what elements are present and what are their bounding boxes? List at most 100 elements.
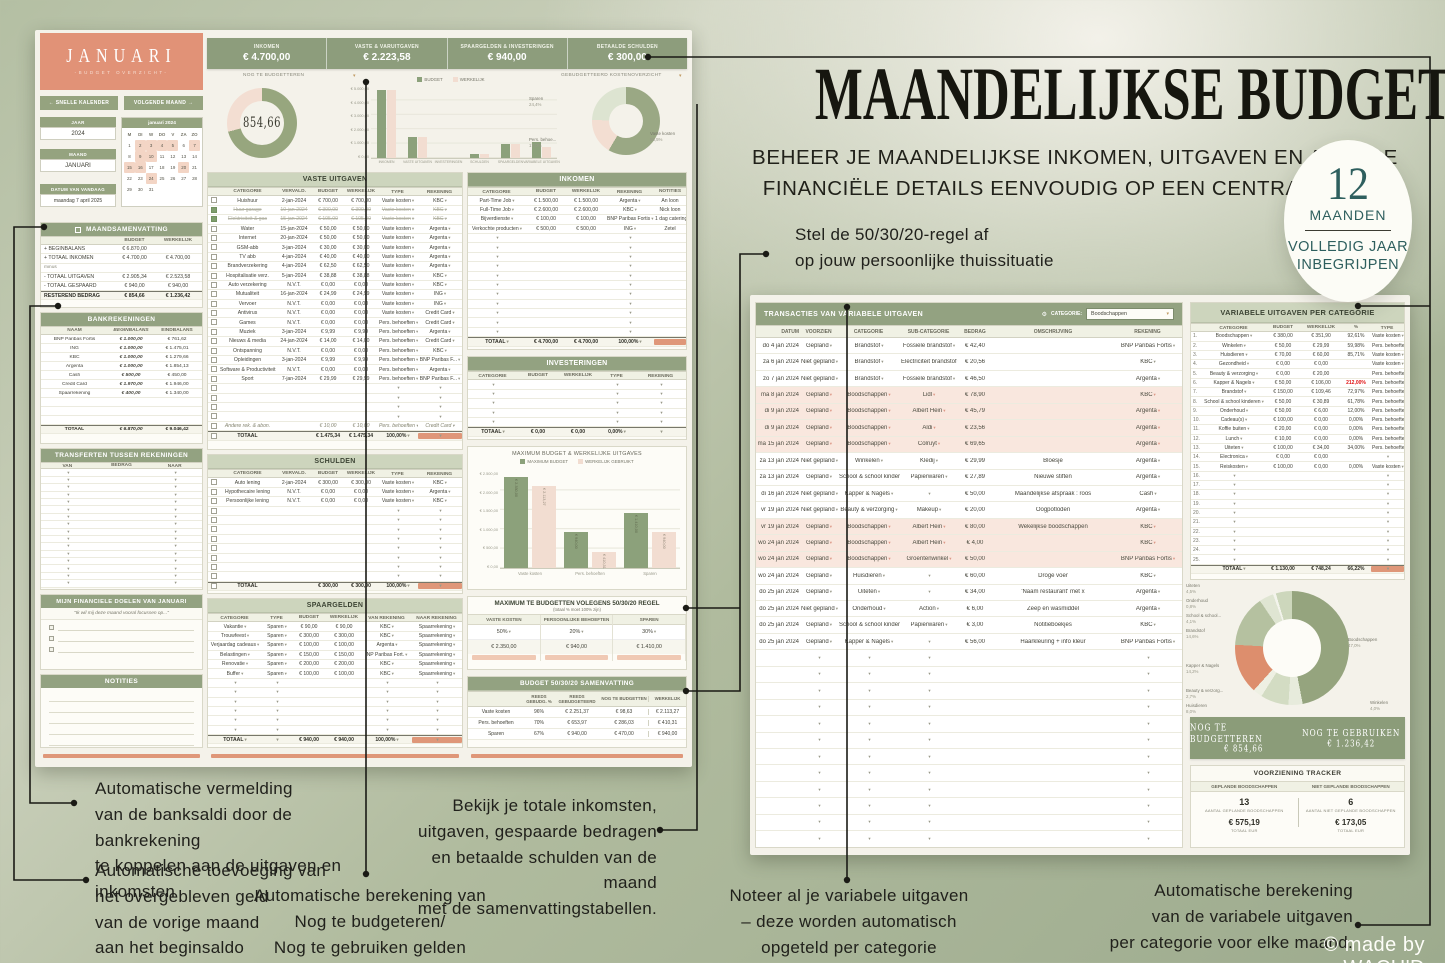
cell[interactable]: Fossiele brandstof xyxy=(900,376,958,382)
goal-row[interactable] xyxy=(41,631,202,642)
cell[interactable] xyxy=(208,717,262,723)
cell[interactable] xyxy=(900,671,958,677)
calendar-day[interactable]: 24 xyxy=(145,173,157,184)
rule-pct-select[interactable]: 30% xyxy=(613,625,685,640)
cell[interactable]: Spaarrekening xyxy=(412,633,462,639)
cell[interactable]: Vaste kosten xyxy=(378,480,418,486)
cell[interactable]: CATEGORIE xyxy=(853,328,884,335)
cell[interactable] xyxy=(1114,688,1182,694)
cell[interactable]: Action xyxy=(900,606,958,612)
cell[interactable]: KBC xyxy=(1114,392,1182,398)
cell[interactable]: Pers. behoeften xyxy=(378,329,418,335)
cell[interactable]: Pers. behoeften xyxy=(378,320,418,326)
cell[interactable]: KBC xyxy=(418,207,462,213)
cell[interactable]: Pers. behoeften xyxy=(1371,426,1404,432)
cell[interactable]: ING xyxy=(418,291,462,297)
cell[interactable] xyxy=(636,382,686,388)
cell[interactable]: Boodschappen xyxy=(838,556,900,562)
cell[interactable]: Trouwfeest xyxy=(208,633,262,639)
cell[interactable]: TOTAAL xyxy=(468,339,526,345)
calendar-day[interactable]: 14 xyxy=(192,154,197,159)
cell[interactable]: Sparen xyxy=(262,652,292,658)
cell[interactable] xyxy=(838,836,900,842)
cell[interactable]: VOORZIEN xyxy=(805,328,832,335)
cell[interactable]: Pers. behoeften xyxy=(1371,343,1404,349)
goal-checkbox-icon[interactable] xyxy=(49,636,54,641)
cell[interactable]: Niet gepland xyxy=(800,606,838,612)
cell[interactable]: VAN xyxy=(62,463,73,469)
cell[interactable] xyxy=(1114,819,1182,825)
cell[interactable]: Buffer xyxy=(208,671,262,677)
chevron-down-icon[interactable]: ▾ xyxy=(679,73,682,79)
cell[interactable] xyxy=(1371,547,1404,553)
cell[interactable]: Spaarrekening xyxy=(412,624,462,630)
cell[interactable] xyxy=(41,529,95,535)
calendar-day[interactable]: 29 xyxy=(126,187,132,192)
cell[interactable]: KBC xyxy=(1114,540,1182,546)
cell[interactable] xyxy=(900,787,958,793)
cell[interactable] xyxy=(468,410,518,416)
cell[interactable]: Uiteten xyxy=(838,589,900,595)
cell[interactable] xyxy=(468,254,526,260)
cell[interactable]: Argenta xyxy=(1114,507,1182,513)
cell[interactable] xyxy=(378,536,418,542)
cell[interactable]: Gepland xyxy=(800,474,838,480)
month-field[interactable]: JANUARI xyxy=(40,159,116,172)
cell[interactable] xyxy=(838,704,900,710)
cell[interactable] xyxy=(838,737,900,743)
cell[interactable] xyxy=(262,727,292,733)
calendar-day[interactable]: 2 xyxy=(134,140,146,151)
cell[interactable] xyxy=(468,245,526,251)
cell[interactable]: SUB-CATEGORIE xyxy=(907,328,950,335)
calendar-day[interactable]: 4 xyxy=(156,140,168,151)
cell[interactable] xyxy=(468,329,526,335)
goal-row[interactable] xyxy=(41,620,202,631)
cell[interactable]: REKENING xyxy=(1134,328,1161,335)
cell[interactable] xyxy=(41,536,95,542)
cell[interactable]: Pers. behoeften xyxy=(1371,436,1404,442)
cell[interactable] xyxy=(800,770,838,776)
cell[interactable]: Argenta xyxy=(418,329,462,335)
goal-checkbox-icon[interactable] xyxy=(49,647,54,652)
category-filter-select[interactable]: Boodschappen ▾ xyxy=(1086,308,1174,320)
cell[interactable]: Pers. behoeften xyxy=(378,357,418,363)
cell[interactable] xyxy=(41,521,95,527)
cell[interactable]: Gepland xyxy=(800,556,838,562)
cell[interactable] xyxy=(1203,482,1265,488)
calendar-day[interactable]: 27 xyxy=(181,176,187,181)
cell[interactable]: VAN REKENING xyxy=(368,615,405,621)
cell[interactable]: KBC xyxy=(362,661,412,667)
cell[interactable] xyxy=(148,499,202,505)
cell[interactable]: Pers. behoeften xyxy=(378,376,418,382)
cell[interactable] xyxy=(606,320,654,326)
cell[interactable] xyxy=(378,555,418,561)
cell[interactable]: Vaste kosten xyxy=(378,198,418,204)
cell[interactable]: Credit Card xyxy=(418,310,462,316)
rule-pct-select[interactable]: 20% xyxy=(540,625,613,640)
cell[interactable]: Pers. behoeften xyxy=(378,348,418,354)
cell[interactable] xyxy=(1114,770,1182,776)
cell[interactable]: Beauty & verzorging xyxy=(838,507,900,513)
cell[interactable]: Argenta xyxy=(1114,441,1182,447)
cell[interactable]: TYPE xyxy=(270,615,283,621)
cell[interactable]: Albert Hein xyxy=(900,408,958,414)
cell[interactable]: TYPE xyxy=(391,189,404,195)
cell[interactable] xyxy=(900,836,958,842)
cell[interactable]: Aldi xyxy=(900,425,958,431)
cell[interactable]: Brandstof xyxy=(838,376,900,382)
cell[interactable]: Credit Card xyxy=(418,338,462,344)
filter-icon[interactable]: ⚙ xyxy=(1041,311,1047,318)
cell[interactable] xyxy=(1114,671,1182,677)
cell[interactable] xyxy=(41,499,95,505)
cell[interactable] xyxy=(468,419,518,425)
cell[interactable] xyxy=(1203,510,1265,516)
calendar-day[interactable]: 17 xyxy=(148,165,154,170)
cell[interactable] xyxy=(148,566,202,572)
cell[interactable] xyxy=(900,819,958,825)
cell[interactable]: Niet gepland xyxy=(800,458,838,464)
cell[interactable]: BNP Paribas F... xyxy=(418,376,462,382)
cell[interactable] xyxy=(838,819,900,825)
cell[interactable]: Argenta xyxy=(1114,474,1182,480)
cell[interactable]: Niet gepland xyxy=(800,491,838,497)
cell[interactable]: 100,00% xyxy=(606,339,654,345)
